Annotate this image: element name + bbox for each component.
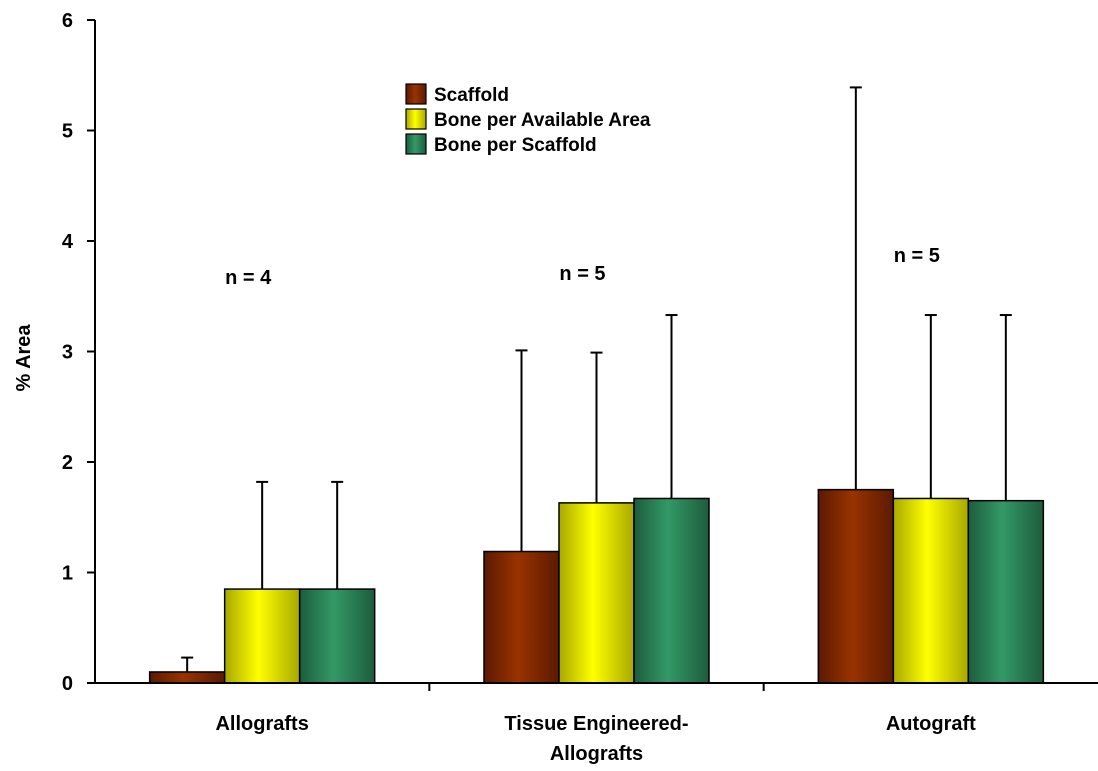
y-tick-label: 2 (62, 452, 73, 474)
bar-3-3 (967, 499, 1045, 684)
x-category-label: Autograft (886, 713, 976, 735)
sample-size-annotation: n = 5 (894, 245, 940, 267)
legend-label-3: Bone per Scaffold (434, 135, 597, 156)
bar-2-3 (892, 497, 970, 684)
y-tick-label: 6 (62, 10, 73, 32)
bar-1-1 (148, 671, 226, 684)
y-tick-label: 5 (62, 121, 73, 143)
y-tick-label: 1 (62, 563, 73, 585)
bar-3-1 (298, 588, 376, 684)
x-category-label-line: Autograft (886, 713, 976, 735)
y-tick-label: 0 (62, 673, 73, 695)
sample-size-annotation: n = 4 (225, 267, 272, 289)
bar-2-1 (223, 588, 301, 684)
y-tick-label: 3 (62, 342, 73, 364)
bar-2-2 (558, 502, 635, 684)
legend-label-1: Scaffold (434, 85, 509, 106)
x-category-label-line: Allografts (215, 713, 308, 735)
legend-swatch-1 (405, 83, 427, 105)
sample-size-annotation: n = 5 (559, 263, 605, 285)
y-axis-title: % Area (13, 324, 35, 392)
legend-swatch-3 (405, 133, 427, 155)
bar-3-2 (633, 497, 710, 684)
x-category-label: Tissue Engineered- Allografts (504, 713, 688, 765)
legend-swatch-2 (405, 108, 427, 130)
x-category-label-line: Tissue Engineered- (504, 713, 688, 735)
y-tick-label: 4 (62, 231, 74, 253)
x-category-label: Allografts (215, 713, 308, 735)
x-category-label-line: Allografts (550, 743, 643, 765)
bar-1-2 (483, 550, 560, 684)
legend-label-2: Bone per Available Area (434, 110, 651, 131)
bar-1-3 (817, 488, 895, 684)
